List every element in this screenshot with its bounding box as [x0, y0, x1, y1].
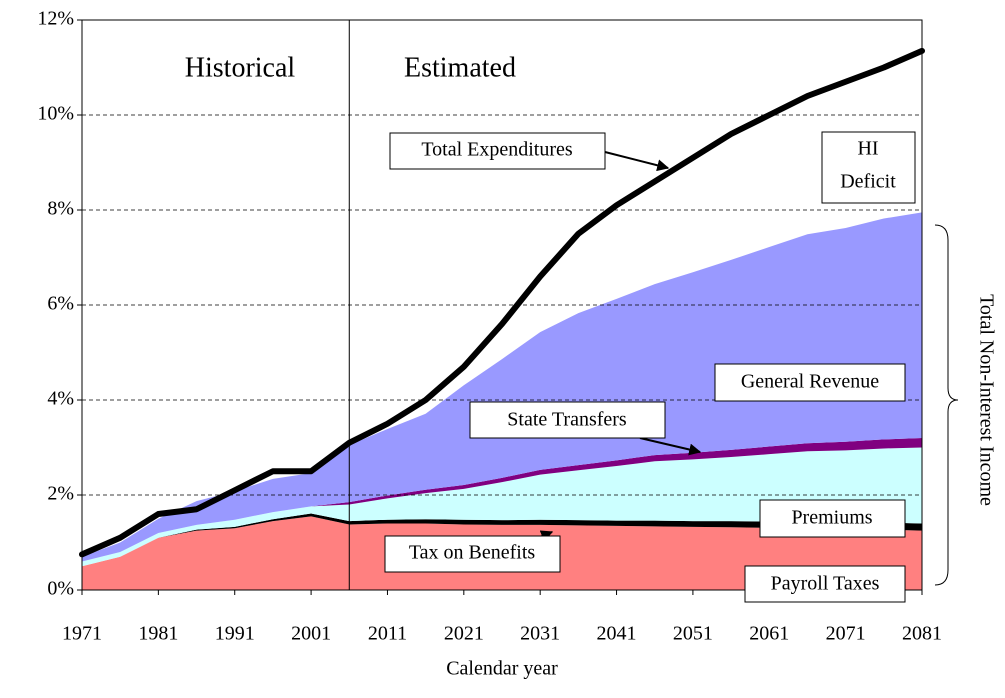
- label-box: [389, 132, 606, 170]
- bracket-label: Total Non-Interest Income: [975, 294, 997, 506]
- label-box: [384, 535, 561, 573]
- x-tick-label: 2041: [597, 623, 637, 645]
- period-label: Estimated: [404, 52, 516, 83]
- x-tick-label: 2031: [520, 623, 560, 645]
- y-tick-label: 0%: [47, 578, 74, 600]
- x-tick-label: 1991: [215, 623, 255, 645]
- y-tick-label: 10%: [37, 103, 74, 125]
- y-tick-label: 8%: [47, 198, 74, 220]
- x-tick-label: 2051: [673, 623, 713, 645]
- series-label: Total Expenditures: [421, 139, 573, 161]
- x-axis-label: Calendar year: [446, 658, 558, 680]
- label-box: [759, 499, 906, 538]
- x-tick-label: 2071: [826, 623, 866, 645]
- x-tick-label: 2061: [749, 623, 789, 645]
- arrow: [604, 151, 670, 172]
- y-tick-label: 6%: [47, 293, 74, 315]
- label-box: [821, 131, 916, 204]
- area: [82, 447, 922, 567]
- bracket: [934, 224, 959, 586]
- deficit-label: HI: [857, 138, 878, 160]
- label-box: [714, 363, 906, 402]
- series-label: Premiums: [791, 507, 872, 529]
- area: [82, 513, 922, 567]
- line: [79, 47, 925, 558]
- arrow: [639, 437, 702, 456]
- area: [82, 438, 922, 562]
- x-tick-label: 1981: [138, 623, 178, 645]
- y-tick-label: 4%: [47, 388, 74, 410]
- callouts: Total Expenditures HI Deficit General Re…: [384, 131, 916, 603]
- x-tick-label: 2011: [368, 623, 407, 645]
- plot-area: 0% 2% 4% 6% 8% 10% 12% 1971 1981 1991 2001 2011 2021…: [37, 8, 942, 645]
- period-label: Historical: [185, 52, 296, 83]
- x-tick-label: 2021: [444, 623, 484, 645]
- series-label: Tax on Benefits: [409, 542, 536, 564]
- x-tick-label: 2001: [291, 623, 331, 645]
- x-tick-label: 2081: [902, 623, 942, 645]
- series-label: General Revenue: [741, 371, 879, 393]
- series-label: Payroll Taxes: [771, 573, 880, 595]
- label-box: [469, 401, 666, 439]
- y-tick-label: 12%: [37, 8, 74, 30]
- label-box: [744, 565, 906, 603]
- y-tick-label: 2%: [47, 483, 74, 505]
- deficit-label: Deficit: [840, 171, 896, 193]
- series-label: State Transfers: [507, 409, 627, 431]
- x-tick-label: 1971: [62, 623, 102, 645]
- area: [82, 212, 922, 562]
